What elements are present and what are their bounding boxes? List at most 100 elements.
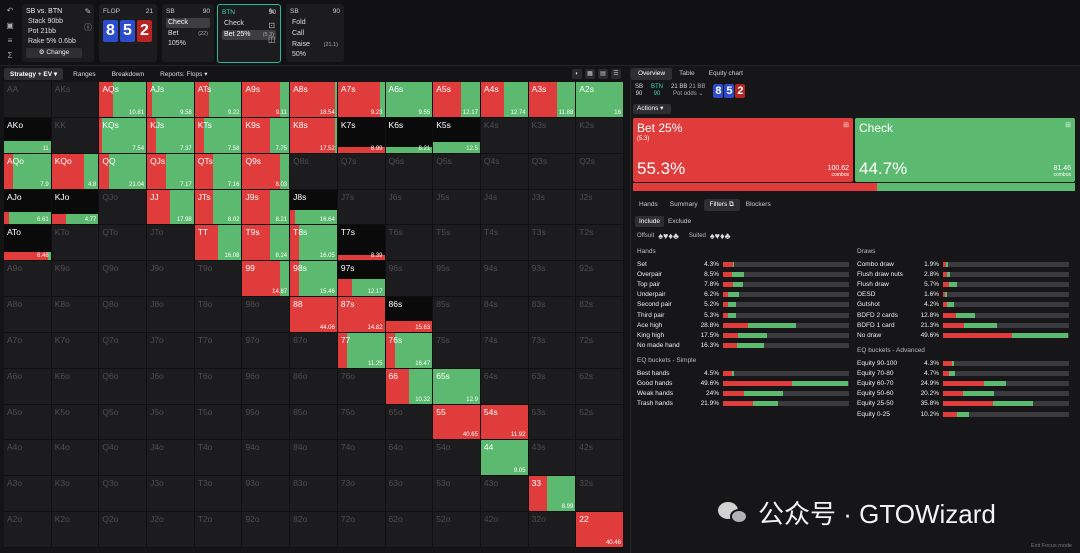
tab-reports[interactable]: Reports: Flops ▾	[160, 71, 208, 78]
hand-cell-J4s[interactable]: J4s	[480, 189, 529, 226]
hand-cell-J2o[interactable]: J2o	[147, 512, 195, 548]
hand-cell-Q7o[interactable]: Q7o	[99, 332, 148, 369]
hand-cell-QTs[interactable]: 7.16 QTs	[194, 153, 243, 190]
hand-cell-A2o[interactable]: A2o	[4, 512, 52, 548]
hand-cell-Q4o[interactable]: Q4o	[99, 440, 148, 477]
hand-cell-Q3s[interactable]: Q3s	[528, 153, 577, 190]
hand-cell-94o[interactable]: 94o	[242, 440, 291, 477]
hand-cell-72o[interactable]: 72o	[337, 512, 386, 548]
hand-cell-75o[interactable]: 75o	[337, 404, 386, 441]
hand-cell-K9s[interactable]: 7.75 K9s	[242, 117, 291, 154]
expand-icon[interactable]: ⊞	[843, 122, 849, 129]
hand-cell-JTs[interactable]: 8.02 JTs	[194, 189, 243, 226]
hand-cell-J3s[interactable]: J3s	[528, 189, 577, 226]
suited-suits[interactable]: ♠♥♦♣	[709, 231, 731, 241]
edit-icon[interactable]: ✎	[268, 7, 276, 16]
hand-cell-K7o[interactable]: K7o	[51, 332, 100, 369]
hand-cell-93s[interactable]: 93s	[528, 261, 577, 298]
hand-cell-KTs[interactable]: 7.58 KTs	[194, 117, 243, 154]
hand-cell-A6s[interactable]: 9.55 A6s	[385, 82, 434, 118]
hand-cell-JTo[interactable]: JTo	[147, 225, 195, 262]
stat-row[interactable]: Best hands 4.5%	[637, 368, 849, 378]
btn-option-check[interactable]: Check	[224, 20, 244, 27]
hand-cell-Q7s[interactable]: Q7s	[337, 153, 386, 190]
hand-cell-J2s[interactable]: J2s	[576, 189, 624, 226]
bet-action-card[interactable]: Bet 25% (5.3) 55.3% 100.62 combos ⊞	[633, 118, 853, 182]
hand-cell-96o[interactable]: 96o	[242, 368, 291, 405]
hand-cell-54o[interactable]: 54o	[433, 440, 481, 477]
hand-cell-63o[interactable]: 63o	[385, 476, 434, 513]
stat-row[interactable]: Underpair 6.2%	[637, 290, 849, 300]
hand-cell-85s[interactable]: 85s	[433, 297, 481, 333]
hand-cell-74o[interactable]: 74o	[337, 440, 386, 477]
stat-row[interactable]: No made hand 16.3%	[637, 341, 849, 351]
hand-cell-T3s[interactable]: T3s	[528, 225, 577, 262]
hand-cell-A5o[interactable]: A5o	[4, 404, 52, 441]
hand-cell-77[interactable]: 11.25 77	[337, 332, 386, 369]
hand-cell-54s[interactable]: 11.92 54s	[480, 404, 529, 441]
hand-cell-J9o[interactable]: J9o	[147, 261, 195, 298]
hand-cell-K9o[interactable]: K9o	[51, 261, 100, 298]
hand-cell-Q9o[interactable]: Q9o	[99, 261, 148, 298]
hand-cell-Q3o[interactable]: Q3o	[99, 476, 148, 513]
hand-cell-K4o[interactable]: K4o	[51, 440, 100, 477]
tab-blockers[interactable]: Blockers	[745, 201, 771, 208]
hand-cell-K6s[interactable]: 8.21 K6s	[385, 117, 434, 154]
hand-cell-94s[interactable]: 94s	[480, 261, 529, 298]
stat-row[interactable]: Equity 70-80 4.7%	[857, 368, 1069, 378]
hand-cell-98o[interactable]: 98o	[242, 297, 291, 333]
btn-option-bet[interactable]: Bet 25% (5.3)	[222, 30, 276, 40]
hand-cell-K8s[interactable]: 17.52 K8s	[290, 117, 338, 154]
hand-cell-83o[interactable]: 83o	[290, 476, 338, 513]
hand-cell-Q2s[interactable]: Q2s	[576, 153, 624, 190]
tab-breakdown[interactable]: Breakdown	[111, 70, 145, 78]
hand-cell-Q9s[interactable]: 8.03 Q9s	[242, 153, 291, 190]
hand-cell-A5s[interactable]: 12.17 A5s	[433, 82, 481, 118]
hand-cell-Q6s[interactable]: Q6s	[385, 153, 434, 190]
hand-cell-J6o[interactable]: J6o	[147, 368, 195, 405]
hand-cell-T5s[interactable]: T5s	[433, 225, 481, 262]
hand-cell-A4s[interactable]: 12.74 A4s	[480, 82, 529, 118]
hand-cell-A8s[interactable]: 18.54 A8s	[290, 82, 338, 118]
list-view-icon[interactable]: ☰	[611, 69, 621, 79]
hand-cell-QJs[interactable]: 7.17 QJs	[147, 153, 195, 190]
hand-cell-T6s[interactable]: T6s	[385, 225, 434, 262]
hand-cell-Q4s[interactable]: Q4s	[480, 153, 529, 190]
hand-cell-KQs[interactable]: 7.54 KQs	[99, 117, 148, 154]
sb2-option-call[interactable]: Call	[292, 30, 305, 37]
hand-cell-64o[interactable]: 64o	[385, 440, 434, 477]
offsuit-suits[interactable]: ♠♥♦♣	[658, 231, 679, 241]
hand-cell-33[interactable]: 8.99 33	[528, 476, 577, 513]
stat-row[interactable]: Equity 50-60 20.2%	[857, 389, 1069, 399]
tab-summary[interactable]: Summary	[669, 201, 698, 208]
hand-cell-J5o[interactable]: J5o	[147, 404, 195, 441]
lock-icon[interactable]: ⊡	[268, 21, 276, 30]
hand-cell-KTo[interactable]: KTo	[51, 225, 100, 262]
stat-row[interactable]: Second pair 5.2%	[637, 300, 849, 310]
hand-cell-72s[interactable]: 72s	[576, 332, 624, 369]
hand-cell-A4o[interactable]: A4o	[4, 440, 52, 477]
book-icon[interactable]: ◫	[268, 35, 276, 44]
stat-row[interactable]: Weak hands 24%	[637, 388, 849, 398]
stat-row[interactable]: BDFD 2 cards 12.8%	[857, 310, 1069, 320]
stat-row[interactable]: Equity 0-25 10.2%	[857, 409, 1069, 419]
exit-focus-link[interactable]: Exit Focus mode	[1031, 543, 1072, 549]
hand-cell-T8s[interactable]: 16.05 T8s	[290, 225, 338, 262]
hand-cell-32s[interactable]: 32s	[576, 476, 624, 513]
hand-cell-J4o[interactable]: J4o	[147, 440, 195, 477]
stat-row[interactable]: Gutshot 4.2%	[857, 300, 1069, 310]
hand-cell-AA[interactable]: AA	[4, 82, 52, 118]
hand-cell-87o[interactable]: 87o	[290, 332, 338, 369]
stat-row[interactable]: Flush draw nuts 2.8%	[857, 269, 1069, 279]
hand-cell-Q5s[interactable]: Q5s	[433, 153, 481, 190]
hand-cell-95o[interactable]: 95o	[242, 404, 291, 441]
tab-hands[interactable]: Hands	[639, 201, 658, 208]
exclude-button[interactable]: Exclude	[667, 218, 692, 225]
hand-cell-43s[interactable]: 43s	[528, 440, 577, 477]
hand-cell-T4s[interactable]: T4s	[480, 225, 529, 262]
hand-cell-T9o[interactable]: T9o	[194, 261, 243, 298]
hand-cell-K3s[interactable]: K3s	[528, 117, 577, 154]
include-button[interactable]: Include	[635, 216, 664, 227]
hand-cell-AJs[interactable]: 9.58 AJs	[147, 82, 195, 118]
hand-cell-52s[interactable]: 52s	[576, 404, 624, 441]
